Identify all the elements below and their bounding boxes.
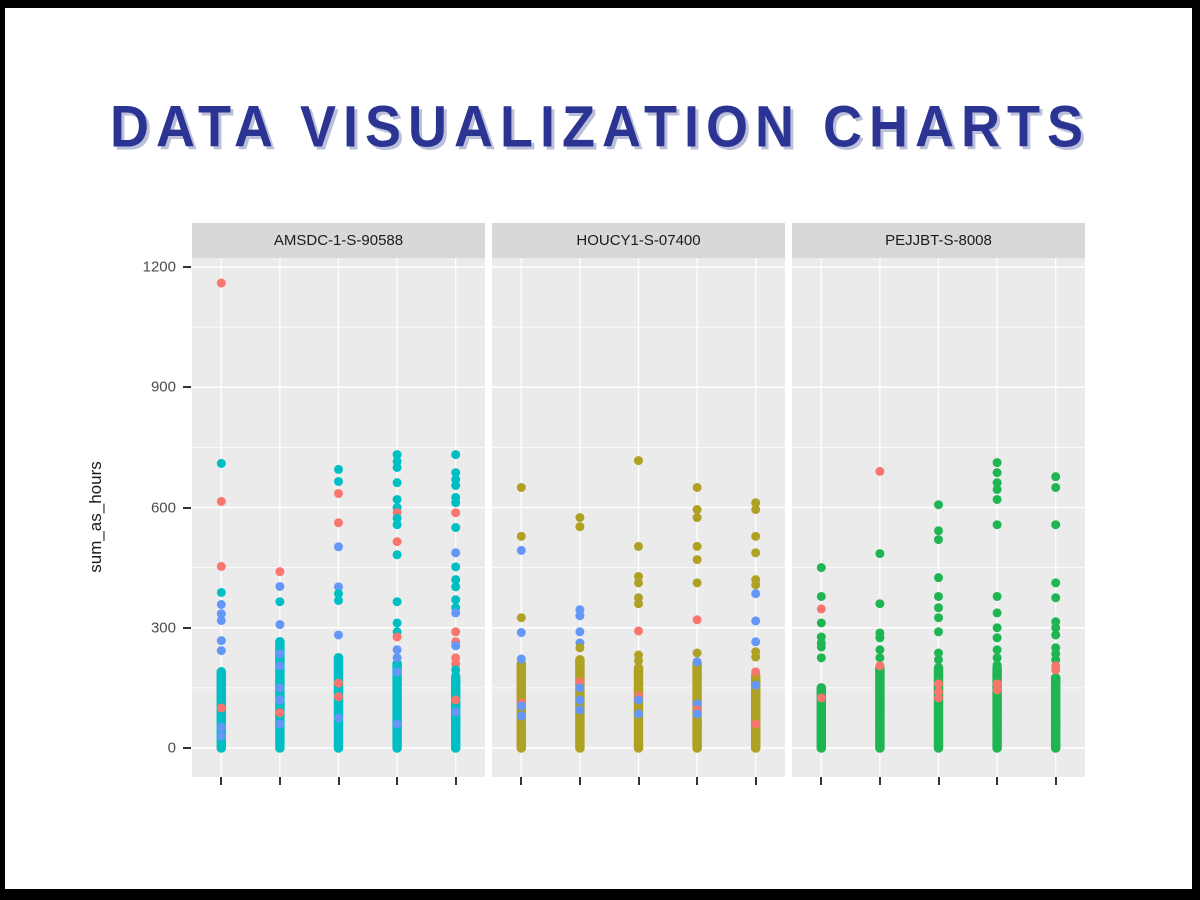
column-points	[275, 567, 285, 753]
page-title: DATA VISUALIZATION CHARTS	[110, 94, 1090, 160]
x-tick-mark	[996, 777, 999, 785]
column-points	[450, 450, 461, 753]
column-points	[933, 500, 944, 753]
y-tick-label: 900	[150, 378, 176, 396]
facet-strip-label: PEJJBT-S-8008	[792, 223, 1085, 258]
column-points	[633, 456, 644, 753]
x-tick-mark	[220, 777, 223, 785]
x-tick-mark	[454, 777, 457, 785]
column-points	[750, 498, 761, 753]
facet-panel	[192, 258, 485, 777]
x-tick-mark	[937, 777, 940, 785]
x-tick-mark	[578, 777, 581, 785]
facet-amsdc: AMSDC-1-S-90588	[192, 223, 485, 777]
y-tick-mark	[183, 386, 191, 389]
facet-pejjbt: PEJJBT-S-8008	[792, 223, 1085, 777]
column-points	[875, 466, 885, 753]
column-points	[575, 513, 585, 753]
column-points	[816, 563, 827, 753]
column-points	[992, 458, 1002, 753]
y-axis-title: sum_as_hours	[86, 461, 105, 573]
facet-houcy: HOUCY1-S-07400	[492, 223, 785, 777]
x-tick-mark	[1054, 777, 1057, 785]
facet-panel	[792, 258, 1085, 777]
facet-panel	[492, 258, 785, 777]
x-tick-mark	[878, 777, 881, 785]
column-points	[333, 464, 344, 753]
x-tick-mark	[337, 777, 340, 785]
column-points	[216, 278, 227, 753]
x-tick-mark	[396, 777, 399, 785]
y-tick-mark	[183, 506, 191, 509]
y-tick-mark	[183, 747, 191, 749]
y-tick-mark	[183, 266, 191, 268]
y-tick-label: 0	[167, 739, 176, 757]
y-tick-label: 600	[150, 499, 176, 516]
facet-strip-label: AMSDC-1-S-90588	[192, 223, 485, 258]
x-tick-mark	[520, 777, 523, 785]
facet-plot-area	[192, 258, 485, 777]
x-tick-mark	[278, 777, 281, 785]
x-tick-mark	[637, 777, 640, 785]
y-tick-label: 300	[150, 619, 176, 637]
x-tick-mark	[820, 777, 823, 785]
facet-plot-area	[792, 258, 1085, 777]
x-tick-mark	[754, 777, 757, 785]
column-points	[392, 450, 402, 753]
y-tick-mark	[183, 626, 191, 629]
facet-plot-area	[492, 258, 785, 777]
column-points	[1050, 472, 1061, 753]
facet-strip-label: HOUCY1-S-07400	[492, 223, 785, 258]
column-points	[516, 482, 527, 753]
y-tick-label: 1200	[142, 258, 176, 276]
column-points	[692, 482, 702, 753]
x-tick-mark	[696, 777, 699, 785]
